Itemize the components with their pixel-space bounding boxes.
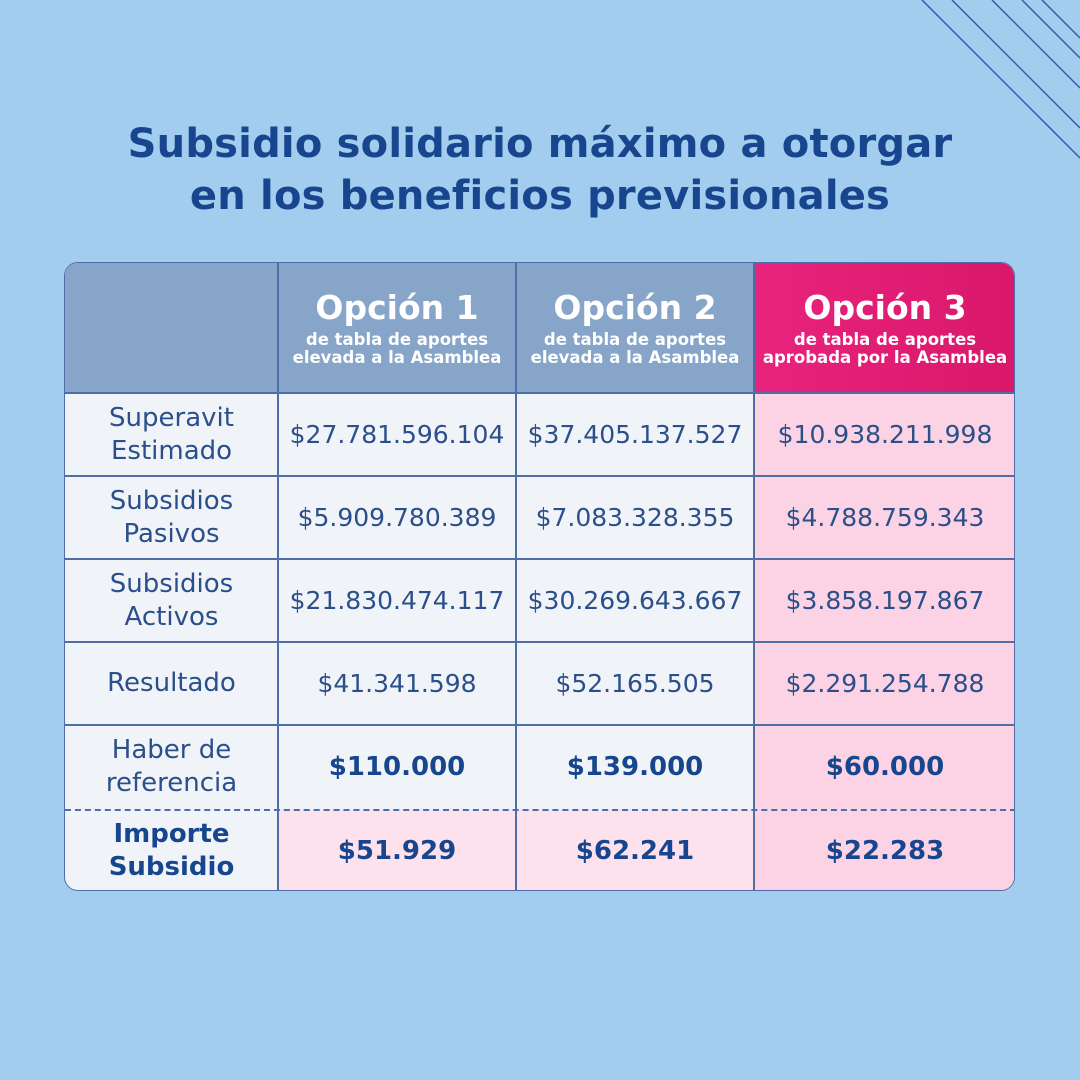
table-cell: $110.000 — [328, 752, 466, 782]
option-1-title: Opción 1 — [315, 288, 479, 327]
table-cell: $139.000 — [566, 752, 704, 782]
row-divider — [65, 641, 1014, 643]
table-cell: $62.241 — [516, 809, 754, 890]
header-option-3: Opción 3 de tabla de aportes aprobada po… — [754, 263, 1014, 393]
table-cell: $27.781.596.104 — [289, 420, 505, 449]
row-label-superavit: Superavit Estimado — [109, 402, 234, 466]
column-divider — [277, 263, 279, 890]
option-3-subtitle-2: aprobada por la Asamblea — [762, 348, 1008, 367]
column-divider — [515, 263, 517, 890]
table-cell-highlight: $10.938.211.998 — [754, 393, 1014, 476]
row-divider — [65, 475, 1014, 477]
dashed-row-divider — [65, 809, 1014, 811]
table-cell: $51.929 — [278, 809, 516, 890]
option-2-subtitle-1: de tabla de aportes — [543, 330, 727, 349]
table-cell: $41.341.598 — [317, 669, 477, 698]
row-label-importe-subsidio: Importe Subsidio — [108, 818, 235, 882]
row-label-subsidios-pasivos: Subsidios Pasivos — [109, 485, 234, 549]
table-cell: $21.830.474.117 — [289, 586, 505, 615]
option-3-subtitle-1: de tabla de aportes — [793, 330, 977, 349]
table-cell-highlight: $22.283 — [754, 809, 1014, 890]
row-label-subsidios-activos: Subsidios Activos — [109, 568, 234, 632]
header-option-1: Opción 1 de tabla de aportes elevada a l… — [278, 263, 516, 393]
option-1-subtitle-1: de tabla de aportes — [305, 330, 489, 349]
column-divider — [753, 263, 755, 890]
option-2-title: Opción 2 — [553, 288, 717, 327]
table-cell-highlight: $60.000 — [754, 725, 1014, 809]
row-label-resultado: Resultado — [107, 668, 236, 698]
row-divider — [65, 392, 1014, 394]
header-option-2: Opción 2 de tabla de aportes elevada a l… — [516, 263, 754, 393]
table-cell: $52.165.505 — [555, 669, 715, 698]
table-cell: $37.405.137.527 — [527, 420, 743, 449]
title-line-2: en los beneficios previsionales — [189, 173, 891, 219]
row-divider — [65, 724, 1014, 726]
option-1-subtitle-2: elevada a la Asamblea — [292, 348, 502, 367]
table-cell: $7.083.328.355 — [535, 503, 735, 532]
row-label-haber-de-referencia: Haber de referencia — [105, 735, 238, 798]
table-cell: $5.909.780.389 — [297, 503, 497, 532]
option-3-title: Opción 3 — [803, 288, 967, 327]
option-2-subtitle-2: elevada a la Asamblea — [530, 348, 740, 367]
subsidy-table: Opción 1 de tabla de aportes elevada a l… — [64, 262, 1015, 891]
row-divider — [65, 558, 1014, 560]
title-line-1: Subsidio solidario máximo a otorgar — [127, 121, 953, 167]
table-cell: $30.269.643.667 — [527, 586, 743, 615]
page-title: Subsidio solidario máximo a otorgar en l… — [0, 118, 1080, 222]
table-cell-highlight: $3.858.197.867 — [754, 559, 1014, 642]
table-cell-highlight: $4.788.759.343 — [754, 476, 1014, 559]
table-cell-highlight: $2.291.254.788 — [754, 642, 1014, 725]
header-empty-cell — [65, 263, 278, 393]
